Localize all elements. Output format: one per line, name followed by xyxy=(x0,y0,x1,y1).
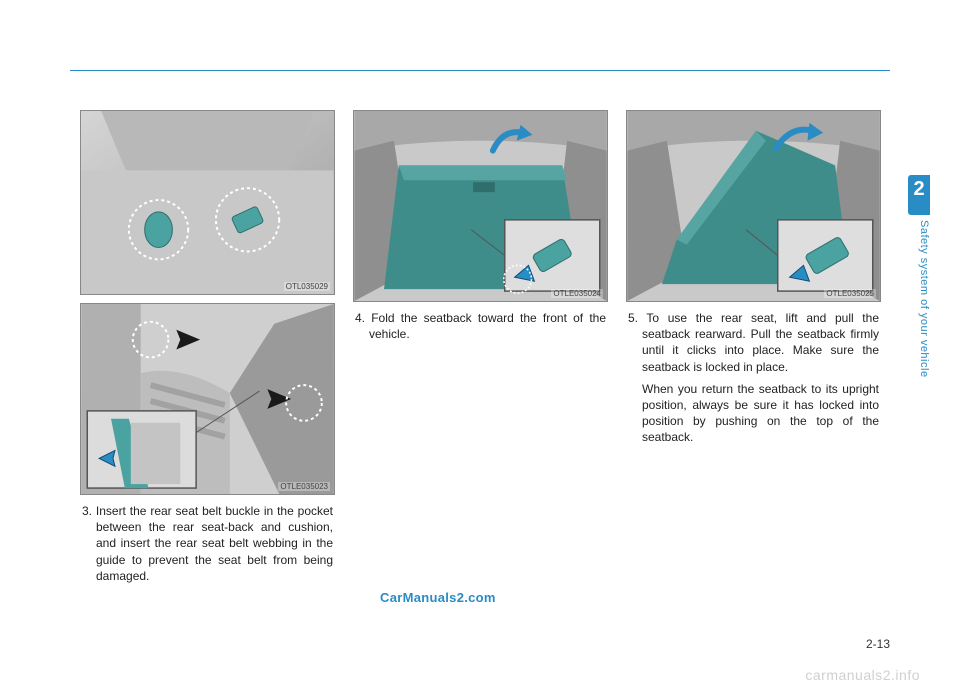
page-number: 2-13 xyxy=(866,637,890,651)
step-5-text: 5. To use the rear seat, lift and pull t… xyxy=(626,310,881,375)
figure-buckle-pocket: OTL035029 xyxy=(80,110,335,295)
figure-code: OTLE035024 xyxy=(551,289,603,298)
column-middle: OTLE035024 4. Fold the seatback toward t… xyxy=(353,110,608,584)
content-columns: OTL035029 xyxy=(80,110,880,584)
watermark-center: CarManuals2.com xyxy=(380,590,496,605)
step-4-text: 4. Fold the seatback toward the front of… xyxy=(353,310,608,342)
column-left: OTL035029 xyxy=(80,110,335,584)
figure-code: OTLE035025 xyxy=(824,289,876,298)
chapter-title: Safety system of your vehicle xyxy=(908,220,930,420)
figure-code: OTLE035023 xyxy=(278,482,330,491)
watermark-bottom: carmanuals2.info xyxy=(805,667,920,683)
column-right: OTLE035025 5. To use the rear seat, lift… xyxy=(626,110,881,584)
step-3-text: 3. Insert the rear seat belt buckle in t… xyxy=(80,503,335,584)
chapter-number: 2 xyxy=(911,178,927,201)
figure-lift-rearward: OTLE035025 xyxy=(626,110,881,302)
figure-fold-forward: OTLE035024 xyxy=(353,110,608,302)
header-rule xyxy=(70,70,890,71)
figure-code: OTL035029 xyxy=(284,282,330,291)
step-5-text-cont: When you return the seatback to its upri… xyxy=(626,381,881,446)
figure-webbing-guide: OTLE035023 xyxy=(80,303,335,495)
